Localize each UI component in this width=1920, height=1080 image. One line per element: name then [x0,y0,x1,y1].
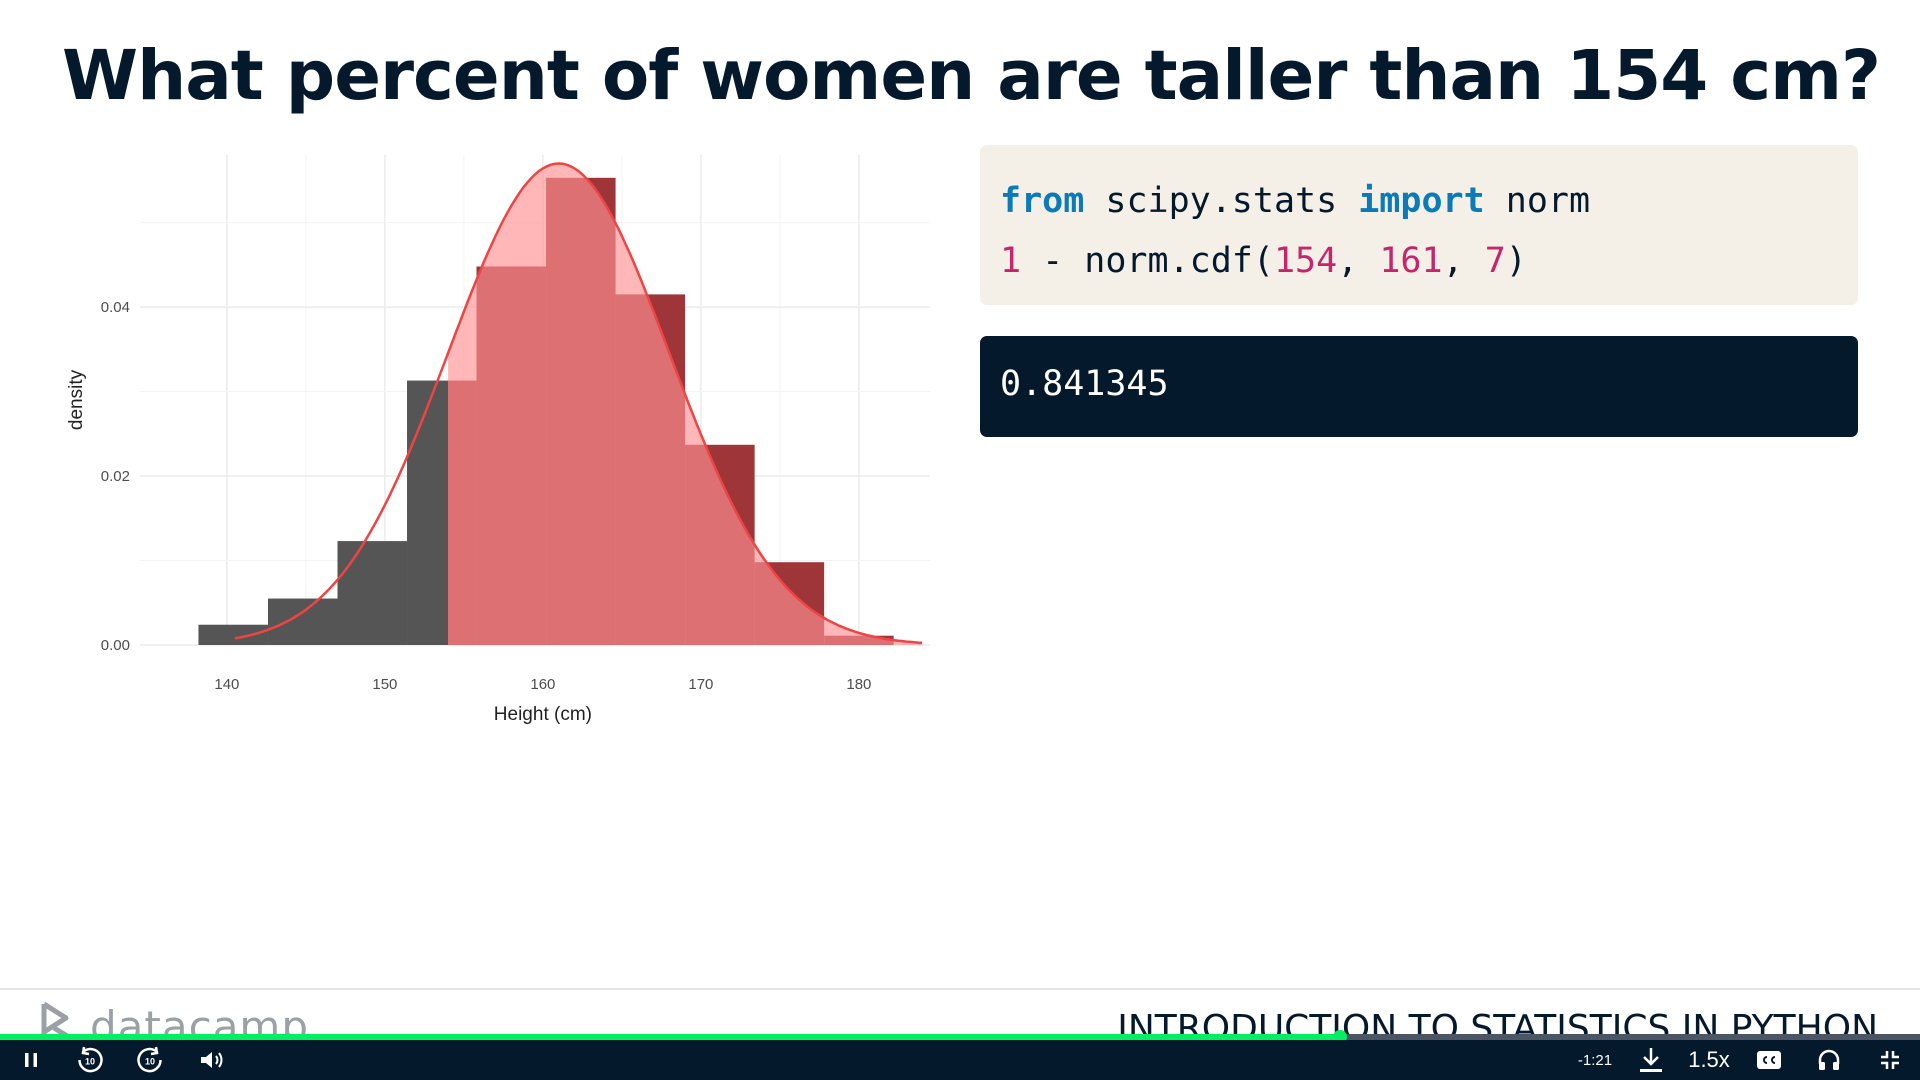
captions-button[interactable] [1752,1040,1786,1080]
code-token: , [1337,241,1380,281]
code-token: norm [1484,181,1591,221]
pause-button[interactable] [14,1040,48,1080]
x-tick-label: 150 [372,676,397,693]
output-value: 0.841345 [1000,364,1169,404]
footer-divider [0,988,1920,990]
code-token: 7 [1484,241,1506,281]
volume-icon [199,1049,225,1071]
playback-speed-button[interactable]: 1.5x [1688,1047,1730,1072]
rewind-10-button[interactable]: 10 [72,1040,108,1080]
code-token: ) [1505,241,1527,281]
captions-icon [1757,1051,1781,1069]
x-tick-label: 180 [846,676,871,693]
code-token: import [1358,181,1485,221]
svg-text:10: 10 [85,1057,95,1067]
download-button[interactable] [1634,1040,1668,1080]
histogram-bar [337,541,408,645]
x-tick-label: 140 [214,676,239,693]
exit-fullscreen-icon [1880,1050,1900,1070]
chart-svg: 140 150 160 170 180 0.00 0.02 0.04 Height (cm) de… [66,155,930,725]
forward-10-button[interactable]: 10 [132,1040,168,1080]
slide-title: What percent of women are taller than 15… [62,36,1881,116]
x-tick-label: 170 [688,676,713,693]
audio-only-button[interactable] [1812,1040,1846,1080]
svg-text:10: 10 [145,1057,155,1067]
y-axis-label: density [66,369,87,430]
x-axis-label: Height (cm) [494,704,592,725]
shaded-area-above-154 [448,163,923,645]
headphones-icon [1817,1048,1841,1072]
histogram-bar [198,624,268,645]
histogram-bar [407,380,449,645]
code-token: scipy.stats [1084,181,1359,221]
exit-fullscreen-button[interactable] [1873,1040,1907,1080]
rewind-icon: 10 [75,1045,105,1075]
code-token: from [1000,181,1085,221]
code-line-2: 1 - norm.cdf(154, 161, 7) [1000,231,1838,291]
height-density-chart: 140 150 160 170 180 0.00 0.02 0.04 Height (cm) de… [60,150,940,730]
code-token: 161 [1379,241,1443,281]
y-tick-label: 0.02 [101,468,130,485]
volume-button[interactable] [195,1040,229,1080]
x-tick-label: 160 [530,676,555,693]
course-title: INTRODUCTION TO STATISTICS IN PYTHON [1117,1008,1878,1036]
code-block: from scipy.stats import norm 1 - norm.cd… [980,145,1858,305]
code-token: 154 [1273,241,1338,281]
histogram-bar [267,598,338,645]
datacamp-logo: datacamp [40,1000,340,1036]
code-line-1: from scipy.stats import norm [1000,171,1838,231]
code-token: , [1442,241,1485,281]
video-player-controls: 10 10 -1:21 1.5x [0,1040,1920,1080]
progress-fill [0,1034,1341,1040]
normal-density-curve [234,162,923,645]
datacamp-logo-icon [40,1000,80,1036]
pause-icon [21,1050,41,1070]
y-tick-label: 0.04 [101,299,130,316]
y-tick-label: 0.00 [101,637,130,654]
code-output: 0.841345 [980,336,1858,437]
download-icon [1638,1046,1664,1074]
code-token: - norm.cdf( [1021,241,1274,281]
datacamp-logo-text: datacamp [90,1002,310,1036]
fast-forward-icon: 10 [135,1045,165,1075]
code-token: 1 [1000,241,1022,281]
time-remaining: -1:21 [1577,1051,1613,1069]
